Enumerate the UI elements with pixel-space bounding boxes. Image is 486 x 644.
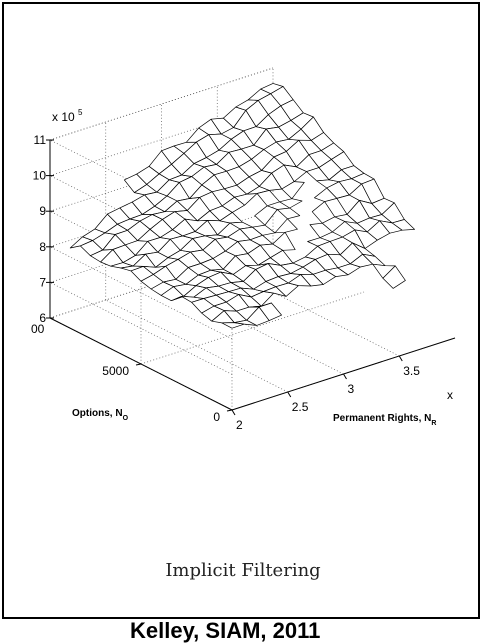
x-tick-label: 2 [236, 418, 243, 432]
x-tick-label: 3 [348, 382, 355, 396]
grid-line-y [140, 291, 365, 365]
z-tick-label: 10 [33, 169, 47, 183]
grid-line-top [49, 67, 274, 141]
x-tick-label: 2.5 [292, 400, 309, 414]
surface-cell [309, 222, 333, 239]
y-tick-label: 0 [213, 410, 220, 424]
surface-cell [254, 205, 278, 226]
y-tick-mark [226, 409, 233, 412]
grid-line-z [49, 175, 233, 268]
surface-cell [391, 219, 415, 231]
grid-line-z [49, 282, 233, 375]
surface-cell [272, 231, 296, 251]
surface-cell [311, 201, 336, 224]
grid-line-z [49, 246, 233, 340]
slide-caption: Implicit Filtering [165, 560, 321, 581]
x-tick-truncated: x [447, 388, 453, 402]
surface-cell [279, 198, 303, 209]
surface-cell [276, 207, 301, 220]
surface-plot: 6 7 8 9 10 11 2 2.5 3 3.5 0 5000 x 10 5 Options, NO… [31, 67, 456, 432]
surface-cell [252, 224, 276, 236]
slide: 6 7 8 9 10 11 2 2.5 3 3.5 0 5000 x 10 5 Options, NO… [2, 2, 480, 643]
z-multiplier: x 10 5 [52, 108, 83, 124]
surface-cell [382, 265, 406, 289]
x-tick-mark [231, 409, 236, 416]
grid-line-z [49, 139, 233, 233]
y-tick-truncated: 00 [31, 322, 45, 336]
grid-line-z [49, 210, 233, 304]
x-tick-label: 3.5 [403, 364, 420, 378]
z-tick-label: 11 [34, 133, 47, 147]
surface-cell [281, 181, 305, 200]
grid-line-x [105, 299, 288, 393]
surface-cell [256, 190, 280, 207]
surface-cell [258, 302, 282, 321]
x-axis-label: Permanent Rights, NR [333, 413, 436, 427]
y-axis-label: Options, NO [72, 408, 129, 422]
z-tick-label: 6 [39, 311, 46, 325]
x-tick-mark [343, 373, 347, 380]
y-tick-label: 5000 [102, 364, 129, 378]
z-tick-label: 8 [39, 240, 46, 254]
tick-marks: 6 7 8 9 10 11 2 2.5 3 3.5 0 5000 [33, 133, 421, 432]
z-tick-label: 9 [39, 204, 46, 218]
y-tick-mark [135, 363, 142, 366]
slide-footer-partial: Kelley, SIAM, 2011 [130, 618, 321, 643]
surface-cell [274, 218, 298, 234]
surface-mesh [69, 83, 415, 329]
z-tick-label: 7 [39, 275, 46, 289]
x-tick-mark [398, 355, 403, 362]
x-tick-mark [287, 391, 292, 398]
